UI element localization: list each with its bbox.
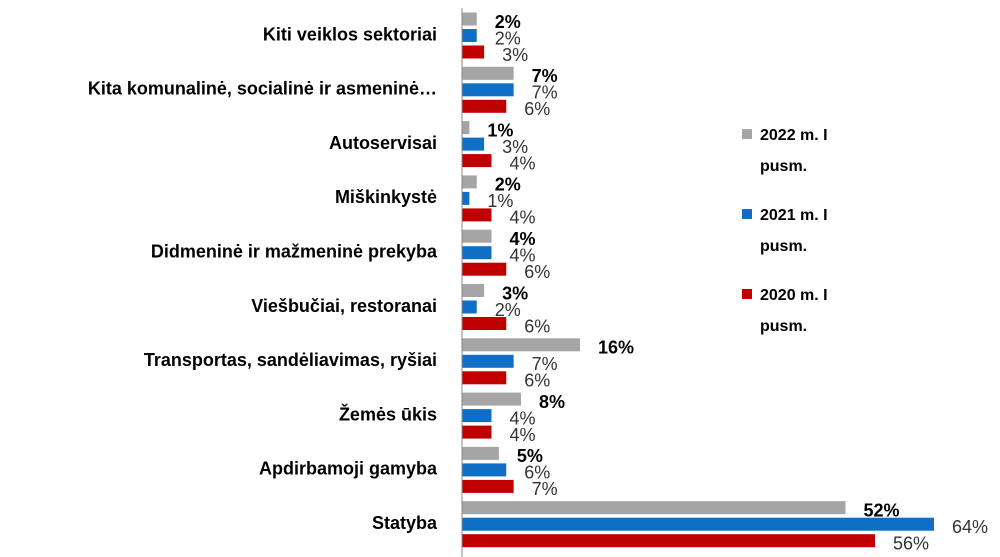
category-label: Žemės ūkis — [339, 403, 437, 424]
value-label: 6% — [524, 371, 550, 391]
bar — [462, 66, 514, 80]
bar — [462, 83, 514, 97]
value-label: 8% — [539, 392, 565, 412]
category-label: Didmeninė ir mažmeninė prekyba — [151, 241, 438, 261]
category-label: Kita komunalinė, socialinė ir asmeninė… — [88, 79, 437, 99]
bar — [462, 446, 499, 460]
legend-swatch — [742, 129, 752, 139]
bar — [462, 137, 485, 151]
bar — [462, 425, 492, 439]
bar — [462, 45, 485, 59]
bar — [462, 175, 477, 189]
bar — [462, 317, 507, 330]
value-label: 1% — [487, 191, 513, 211]
value-label: 6% — [524, 262, 550, 282]
legend-label: 2020 m. I pusm. — [760, 287, 828, 335]
legend-label: 2022 m. I pusm. — [760, 127, 828, 175]
bar — [462, 463, 507, 477]
value-label: 3% — [502, 45, 528, 65]
value-label: 4% — [510, 208, 536, 228]
value-label: 4% — [510, 245, 536, 265]
value-label: 2% — [495, 12, 521, 32]
bar — [462, 229, 492, 243]
legend-label: 2021 m. I pusm. — [760, 207, 828, 255]
bar — [462, 284, 485, 297]
value-label: 7% — [532, 66, 558, 86]
category-label: Miškinkystė — [335, 187, 437, 207]
bar — [462, 262, 507, 276]
bar — [462, 409, 492, 423]
bar — [462, 479, 514, 493]
value-label: 6% — [524, 316, 550, 336]
bar — [462, 191, 470, 205]
value-label: 7% — [532, 354, 558, 374]
legend-swatch — [742, 209, 752, 219]
category-label: Apdirbamoji gamyba — [259, 459, 438, 479]
value-label: 2% — [495, 300, 521, 320]
bar — [462, 99, 507, 113]
value-label: 2% — [495, 175, 521, 195]
bar — [462, 121, 470, 135]
value-label: 5% — [517, 446, 543, 466]
category-label: Transportas, sandėliavimas, ryšiai — [144, 350, 437, 370]
value-label: 7% — [532, 83, 558, 103]
value-label: 4% — [510, 229, 536, 249]
value-label: 6% — [524, 99, 550, 119]
value-label: 52% — [864, 500, 900, 520]
value-label: 4% — [510, 153, 536, 173]
value-label: 4% — [510, 425, 536, 445]
value-label: 56% — [893, 533, 929, 553]
value-label: 7% — [532, 479, 558, 499]
category-label: Viešbučiai, restoranai — [251, 296, 437, 316]
value-label: 6% — [524, 463, 550, 483]
value-label: 3% — [502, 283, 528, 303]
value-label: 16% — [598, 338, 634, 358]
bar — [462, 517, 934, 531]
value-label: 2% — [495, 28, 521, 48]
value-label: 64% — [952, 517, 988, 537]
bar — [462, 371, 507, 385]
bar — [462, 338, 580, 352]
bar — [462, 501, 846, 515]
value-label: 3% — [502, 137, 528, 157]
bar — [462, 154, 492, 168]
bar — [462, 392, 521, 406]
bar — [462, 29, 477, 42]
legend-swatch — [742, 289, 752, 299]
bar — [462, 354, 514, 368]
bar — [462, 12, 477, 26]
value-label: 1% — [487, 120, 513, 140]
bar — [462, 208, 492, 222]
bar — [462, 246, 492, 260]
bar — [462, 300, 477, 314]
category-label: Autoservisai — [329, 133, 437, 153]
category-label: Kiti veiklos sektoriai — [263, 24, 437, 44]
bar — [462, 534, 875, 548]
value-label: 4% — [510, 408, 536, 428]
category-label: Statyba — [372, 513, 438, 533]
